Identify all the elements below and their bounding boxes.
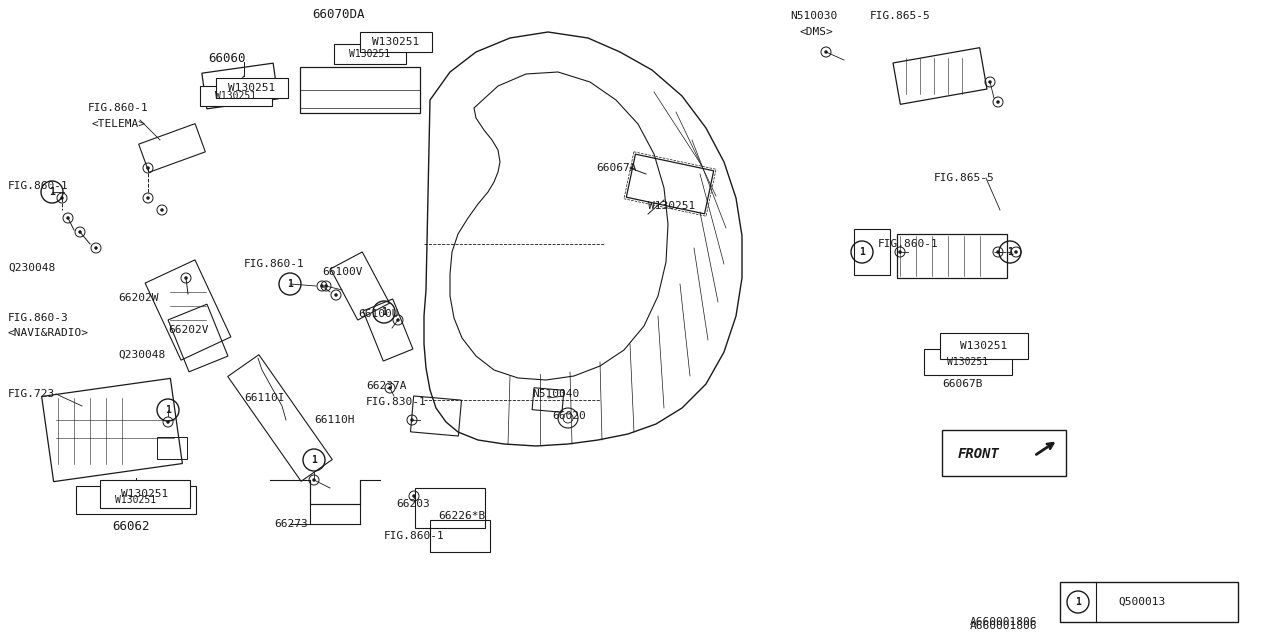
Text: 66100U: 66100U xyxy=(358,309,398,319)
Text: 1: 1 xyxy=(165,405,172,415)
Circle shape xyxy=(166,420,170,424)
Text: 66100V: 66100V xyxy=(323,267,362,277)
Text: 66070DA: 66070DA xyxy=(312,8,365,20)
Text: W130251: W130251 xyxy=(228,83,275,93)
Text: FIG.860-1: FIG.860-1 xyxy=(8,181,69,191)
Circle shape xyxy=(996,250,1000,253)
Text: FIG.865-5: FIG.865-5 xyxy=(870,11,931,21)
Text: <NAVI&RADIO>: <NAVI&RADIO> xyxy=(8,328,90,338)
Circle shape xyxy=(388,387,392,390)
Circle shape xyxy=(996,100,1000,104)
Text: Q230048: Q230048 xyxy=(8,263,55,273)
Circle shape xyxy=(411,419,413,422)
Text: N510030: N510030 xyxy=(790,11,837,21)
Text: 66202W: 66202W xyxy=(118,293,159,303)
Text: 66110H: 66110H xyxy=(314,415,355,425)
Text: W130251: W130251 xyxy=(947,357,988,367)
Text: 66202V: 66202V xyxy=(168,325,209,335)
Text: 66060: 66060 xyxy=(207,51,246,65)
Text: W130251: W130251 xyxy=(648,201,695,211)
Circle shape xyxy=(95,246,97,250)
Text: FIG.830-1: FIG.830-1 xyxy=(366,397,426,407)
Circle shape xyxy=(1014,250,1018,253)
Text: 66067A: 66067A xyxy=(596,163,636,173)
Circle shape xyxy=(60,196,64,200)
Text: FIG.860-1: FIG.860-1 xyxy=(878,239,938,249)
Circle shape xyxy=(160,208,164,212)
Text: 66062: 66062 xyxy=(113,520,150,532)
Text: 1: 1 xyxy=(311,455,317,465)
Text: A660001806: A660001806 xyxy=(970,621,1038,631)
Text: 66203: 66203 xyxy=(396,499,430,509)
Text: W130251: W130251 xyxy=(215,91,256,101)
Circle shape xyxy=(146,196,150,200)
Text: 1: 1 xyxy=(1007,247,1012,257)
Text: Q500013: Q500013 xyxy=(1117,597,1165,607)
FancyBboxPatch shape xyxy=(100,480,189,508)
Text: 66020: 66020 xyxy=(552,411,586,421)
Text: W130251: W130251 xyxy=(349,49,390,59)
Text: 66110I: 66110I xyxy=(244,393,284,403)
Text: FIG.860-3: FIG.860-3 xyxy=(8,313,69,323)
Circle shape xyxy=(397,318,399,322)
Text: FIG.865-5: FIG.865-5 xyxy=(934,173,995,183)
Circle shape xyxy=(899,250,901,253)
FancyBboxPatch shape xyxy=(200,86,273,106)
Text: FIG.860-1: FIG.860-1 xyxy=(244,259,305,269)
Text: 66273: 66273 xyxy=(274,519,307,529)
Circle shape xyxy=(312,478,316,482)
Text: 66226*B: 66226*B xyxy=(438,511,485,521)
Text: Q230048: Q230048 xyxy=(118,350,165,360)
FancyBboxPatch shape xyxy=(334,44,406,64)
Text: FIG.723: FIG.723 xyxy=(8,389,55,399)
Text: <TELEMA>: <TELEMA> xyxy=(91,119,145,129)
Text: FIG.860-1: FIG.860-1 xyxy=(88,103,148,113)
Circle shape xyxy=(67,216,69,220)
Circle shape xyxy=(320,284,324,288)
Circle shape xyxy=(324,284,328,288)
Circle shape xyxy=(412,494,416,498)
FancyBboxPatch shape xyxy=(940,333,1028,359)
Text: FIG.860-1: FIG.860-1 xyxy=(384,531,444,541)
Circle shape xyxy=(824,51,828,54)
Circle shape xyxy=(146,166,150,170)
Circle shape xyxy=(184,276,188,280)
Text: 1: 1 xyxy=(287,279,293,289)
Text: 1: 1 xyxy=(49,187,55,197)
Text: W130251: W130251 xyxy=(372,37,420,47)
FancyBboxPatch shape xyxy=(76,486,196,514)
Circle shape xyxy=(334,293,338,297)
Text: 66237A: 66237A xyxy=(366,381,407,391)
FancyBboxPatch shape xyxy=(360,32,433,52)
FancyBboxPatch shape xyxy=(942,430,1066,476)
Text: 1: 1 xyxy=(381,307,387,317)
FancyBboxPatch shape xyxy=(924,349,1012,375)
Text: 1: 1 xyxy=(859,247,865,257)
Text: N510040: N510040 xyxy=(532,389,580,399)
FancyBboxPatch shape xyxy=(1060,582,1238,622)
Circle shape xyxy=(988,80,992,84)
FancyBboxPatch shape xyxy=(216,78,288,98)
Text: 1: 1 xyxy=(1075,597,1080,607)
Text: W130251: W130251 xyxy=(122,489,169,499)
Text: FRONT: FRONT xyxy=(957,447,1000,461)
Text: 66067B: 66067B xyxy=(942,379,983,389)
Text: W130251: W130251 xyxy=(115,495,156,505)
Circle shape xyxy=(78,230,82,234)
Text: <DMS>: <DMS> xyxy=(800,27,833,37)
Text: A660001806: A660001806 xyxy=(970,617,1038,627)
Text: W130251: W130251 xyxy=(960,341,1007,351)
